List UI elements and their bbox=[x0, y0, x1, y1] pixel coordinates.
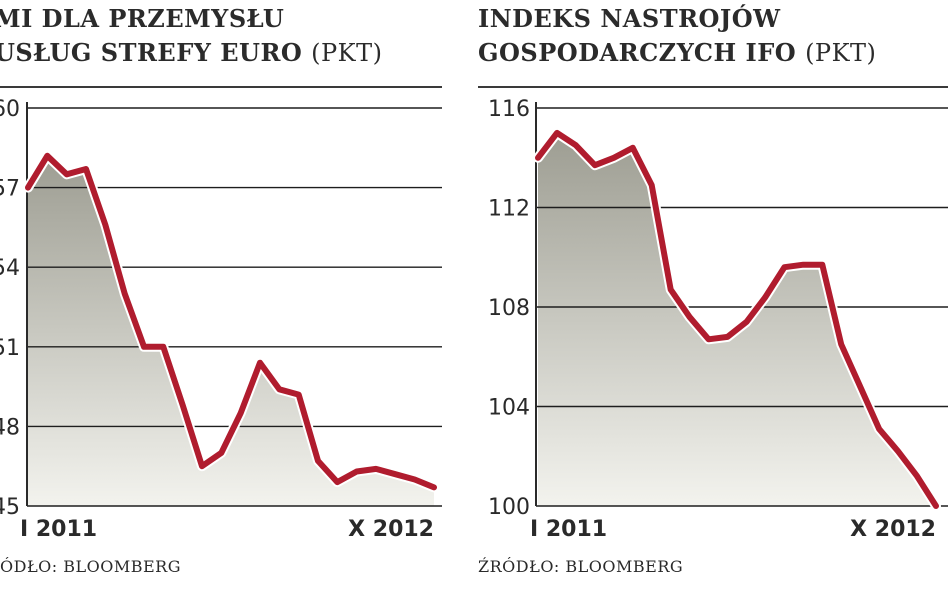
left-chart-title: MI DLA PRZEMYSŁU USŁUG STREFY EURO (PKT) bbox=[0, 2, 382, 70]
right-ytick-label-112: 112 bbox=[488, 197, 530, 222]
right-ytick-label-108: 108 bbox=[488, 296, 530, 321]
left-ytick-label-60: 60 bbox=[0, 97, 20, 122]
left-title-line1: MI DLA PRZEMYSŁU bbox=[0, 4, 285, 33]
left-title-unit: (PKT) bbox=[311, 39, 383, 67]
right-title-line2: GOSPODARCZYCH IFO bbox=[478, 38, 797, 67]
left-xtick-label-start: I 2011 bbox=[20, 517, 97, 542]
right-series-line bbox=[535, 129, 939, 509]
right-chart-title: INDEKS NASTROJÓW GOSPODARCZYCH IFO (PKT) bbox=[478, 2, 876, 70]
left-area-fill bbox=[28, 155, 434, 507]
right-ytick-label-116: 116 bbox=[488, 97, 530, 122]
right-xtick-label-start: I 2011 bbox=[530, 517, 607, 542]
left-ytick-label-54: 54 bbox=[0, 256, 20, 281]
left-ytick-label-57: 57 bbox=[0, 177, 20, 202]
left-xtick-label-end: X 2012 bbox=[348, 517, 434, 542]
right-area-fill bbox=[538, 132, 936, 506]
left-series-line bbox=[25, 152, 437, 491]
left-source-note: ÓDŁO: BLOOMBERG bbox=[0, 557, 182, 576]
left-title-rule bbox=[0, 86, 442, 88]
left-ytick-label-51: 51 bbox=[0, 336, 20, 361]
left-chart: 60 57 54 51 48 45I 2011 X 2012 bbox=[0, 97, 442, 542]
left-title-line2: USŁUG STREFY EURO bbox=[0, 38, 303, 67]
right-xtick-label-end: X 2012 bbox=[850, 517, 936, 542]
left-ytick-label-45: 45 bbox=[0, 495, 20, 520]
right-ytick-label-100: 100 bbox=[488, 495, 530, 520]
left-ytick-label-48: 48 bbox=[0, 415, 20, 440]
right-title-rule bbox=[478, 86, 948, 88]
right-ytick-label-104: 104 bbox=[488, 396, 530, 421]
right-title-unit: (PKT) bbox=[805, 39, 877, 67]
right-title-line1: INDEKS NASTROJÓW bbox=[478, 4, 781, 33]
right-source-note: ŹRÓDŁO: BLOOMBERG bbox=[478, 557, 684, 576]
